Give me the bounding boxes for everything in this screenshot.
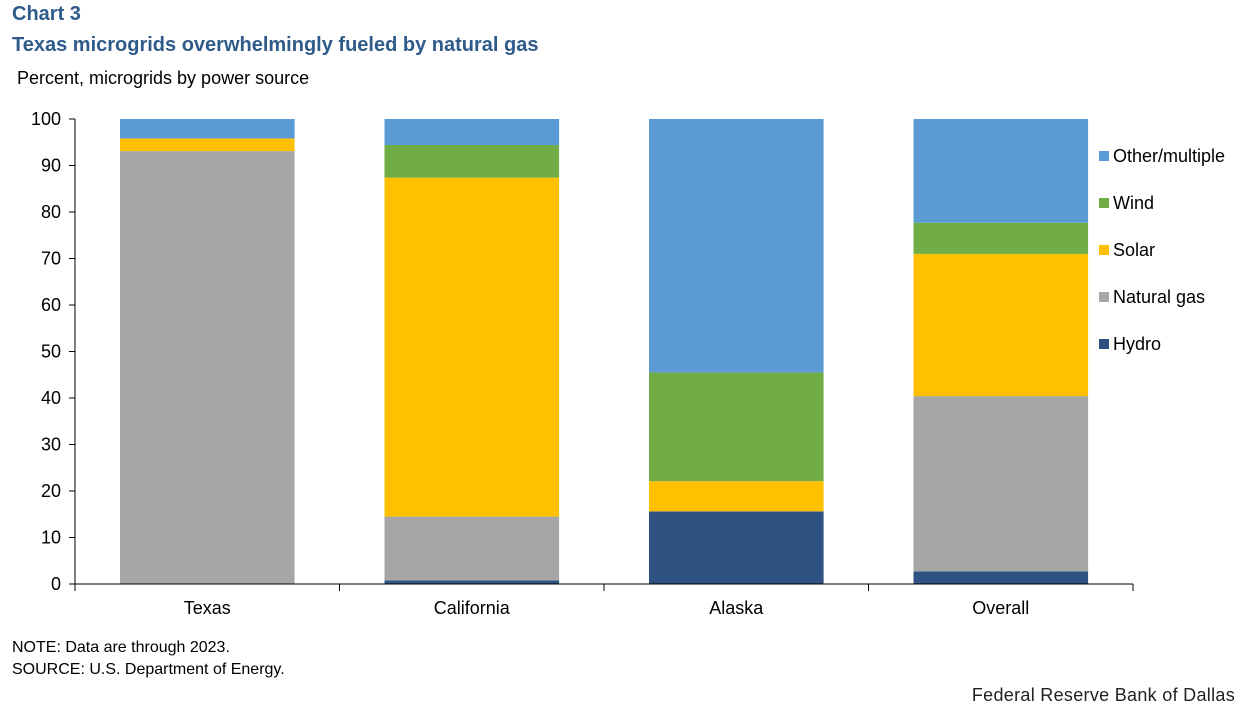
bar-texas-other-multiple — [120, 119, 295, 139]
source-text: SOURCE: U.S. Department of Energy. — [12, 661, 285, 678]
x-tick-label-overall: Overall — [972, 598, 1029, 618]
legend-swatch-solar — [1099, 245, 1109, 255]
y-tick-label: 70 — [41, 249, 61, 269]
y-axis-unit-label: Percent, microgrids by power source — [17, 68, 310, 88]
y-tick-label: 80 — [41, 202, 61, 222]
bar-overall-other-multiple — [913, 119, 1089, 223]
bar-california-wind — [384, 145, 560, 178]
bar-california-hydro — [384, 580, 560, 584]
legend-swatch-other-multiple — [1099, 151, 1109, 161]
bar-california-other-multiple — [384, 119, 560, 145]
legend-label-solar: Solar — [1113, 240, 1155, 260]
legend-label-hydro: Hydro — [1113, 334, 1161, 354]
y-tick-label: 10 — [41, 528, 61, 548]
footer-brand: Federal Reserve Bank of Dallas — [971, 685, 1235, 705]
bar-alaska-other-multiple — [649, 119, 824, 373]
bar-texas-natural-gas — [120, 151, 295, 584]
legend-swatch-natural-gas — [1099, 292, 1109, 302]
legend-label-wind: Wind — [1113, 193, 1154, 213]
bar-california-natural-gas — [384, 516, 560, 581]
bar-california-solar — [384, 177, 560, 517]
x-tick-label-alaska: Alaska — [709, 598, 764, 618]
chart-notes: NOTE: Data are through 2023. SOURCE: U.S… — [12, 637, 285, 681]
y-tick-label: 20 — [41, 481, 61, 501]
y-tick-label: 60 — [41, 295, 61, 315]
bar-texas-solar — [120, 138, 295, 152]
x-tick-label-texas: Texas — [184, 598, 231, 618]
axes-group: 0 10 20 30 40 50 60 70 80 90 100 Texas California Ala… — [31, 109, 1134, 618]
bar-overall-solar — [913, 253, 1089, 397]
y-tick-label: 100 — [31, 109, 61, 129]
legend-label-natural-gas: Natural gas — [1113, 287, 1205, 307]
bar-alaska-solar — [649, 481, 824, 512]
legend: Other/multiple Wind Solar Natural gas Hydro — [1099, 146, 1225, 354]
legend-label-other-multiple: Other/multiple — [1113, 146, 1225, 166]
legend-swatch-wind — [1099, 198, 1109, 208]
y-tick-label: 0 — [51, 574, 61, 594]
bar-overall-wind — [913, 222, 1089, 254]
chart-title: Texas microgrids overwhelmingly fueled b… — [12, 34, 539, 56]
bar-alaska-hydro — [649, 511, 824, 584]
y-tick-label: 30 — [41, 435, 61, 455]
bar-overall-natural-gas — [913, 396, 1089, 572]
bar-overall-hydro — [913, 571, 1089, 584]
y-tick-label: 40 — [41, 388, 61, 408]
y-tick-label: 50 — [41, 342, 61, 362]
chart-number: Chart 3 — [12, 3, 81, 25]
bars-group — [120, 119, 1089, 584]
note-text: NOTE: Data are through 2023. — [12, 639, 230, 656]
y-tick-label: 90 — [41, 156, 61, 176]
x-tick-label-california: California — [434, 598, 511, 618]
legend-swatch-hydro — [1099, 339, 1109, 349]
bar-alaska-wind — [649, 372, 824, 482]
